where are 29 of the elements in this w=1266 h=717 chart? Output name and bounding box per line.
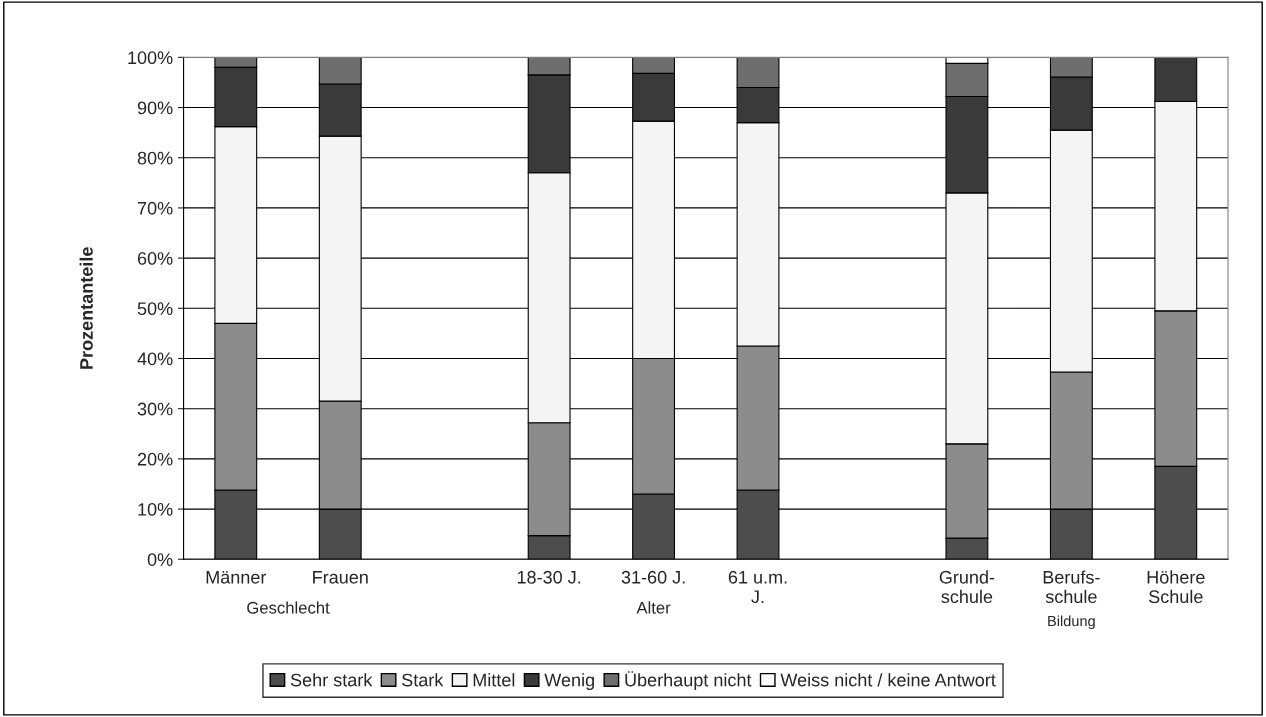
y-axis-title: Prozentanteile [79,247,93,369]
legend-label: Sehr stark [290,673,373,687]
legend-label: Mittel [473,673,515,687]
x-tick-label: Berufs- schule [1043,570,1100,604]
y-tick-label: 60% [137,252,173,265]
y-tick-label: 10% [138,503,173,516]
legend-label: Weiss nicht / keine Antwort [780,673,996,687]
text: Bildung [1048,615,1095,630]
y-tick-label: 50% [137,302,173,316]
x-tick-label: 18-30 J. [517,570,581,584]
y-tick-label: 90% [137,101,173,115]
text: Alter [636,601,671,614]
y-tick-label: 30% [137,402,173,416]
x-tick-label: Männer [206,571,267,584]
y-tick-label: 0% [147,553,173,566]
y-tick-label: 80% [137,151,173,165]
x-tick-label: Grund- schule [939,570,995,604]
text: Geschlecht [247,601,330,614]
x-tick-label: 61 u.m. J. [728,570,787,604]
legend-label: Wenig [544,673,594,690]
y-tick-label: 70% [137,201,173,215]
x-tick-label: Frauen [313,571,368,584]
y-tick-label: 100% [128,51,173,65]
legend-label: Stark [402,673,444,687]
x-tick-label: Höhere Schule [1147,570,1205,604]
y-tick-label: 40% [137,352,173,366]
legend-label: Überhaupt nicht [625,671,752,690]
x-tick-label: 31-60 J. [621,570,685,584]
y-tick-label: 20% [137,452,173,466]
